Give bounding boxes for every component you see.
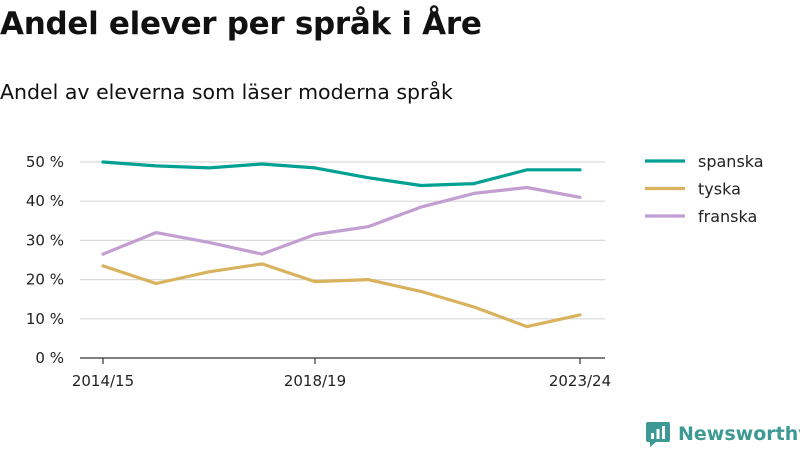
- series-line-spanska: [101, 160, 582, 188]
- gridlines: [80, 161, 605, 320]
- x-tick-label: 2014/15: [72, 372, 134, 390]
- chart-title: Andel elever per språk i Åre: [0, 6, 482, 42]
- x-tick-label: 2018/19: [284, 372, 346, 390]
- legend-label-tyska: tyska: [698, 180, 741, 199]
- series-line-franska: [101, 185, 582, 256]
- y-tick-label: 20 %: [26, 271, 64, 289]
- y-tick-label: 50 %: [26, 153, 64, 171]
- y-tick-label: 0 %: [35, 349, 64, 367]
- series-lines: [101, 160, 582, 329]
- newsworthy-logo-icon: [646, 422, 670, 447]
- y-axis: 0 % 10 % 20 % 30 % 40 % 50 %: [26, 153, 64, 367]
- legend-label-spanska: spanska: [698, 152, 764, 171]
- x-axis: 2014/15 2018/19 2023/24: [72, 357, 611, 390]
- y-tick-label: 30 %: [26, 231, 64, 249]
- legend: spanska tyska franska: [645, 152, 764, 226]
- x-tick-label: 2023/24: [549, 372, 611, 390]
- legend-label-franska: franska: [698, 207, 757, 226]
- chart-subtitle: Andel av eleverna som läser moderna språ…: [0, 80, 453, 104]
- y-tick-label: 40 %: [26, 192, 64, 210]
- brand-logo: Newsworthy: [645, 419, 800, 449]
- brand-name: Newsworthy: [678, 423, 800, 445]
- y-tick-label: 10 %: [26, 310, 64, 328]
- series-line-tyska: [101, 262, 582, 329]
